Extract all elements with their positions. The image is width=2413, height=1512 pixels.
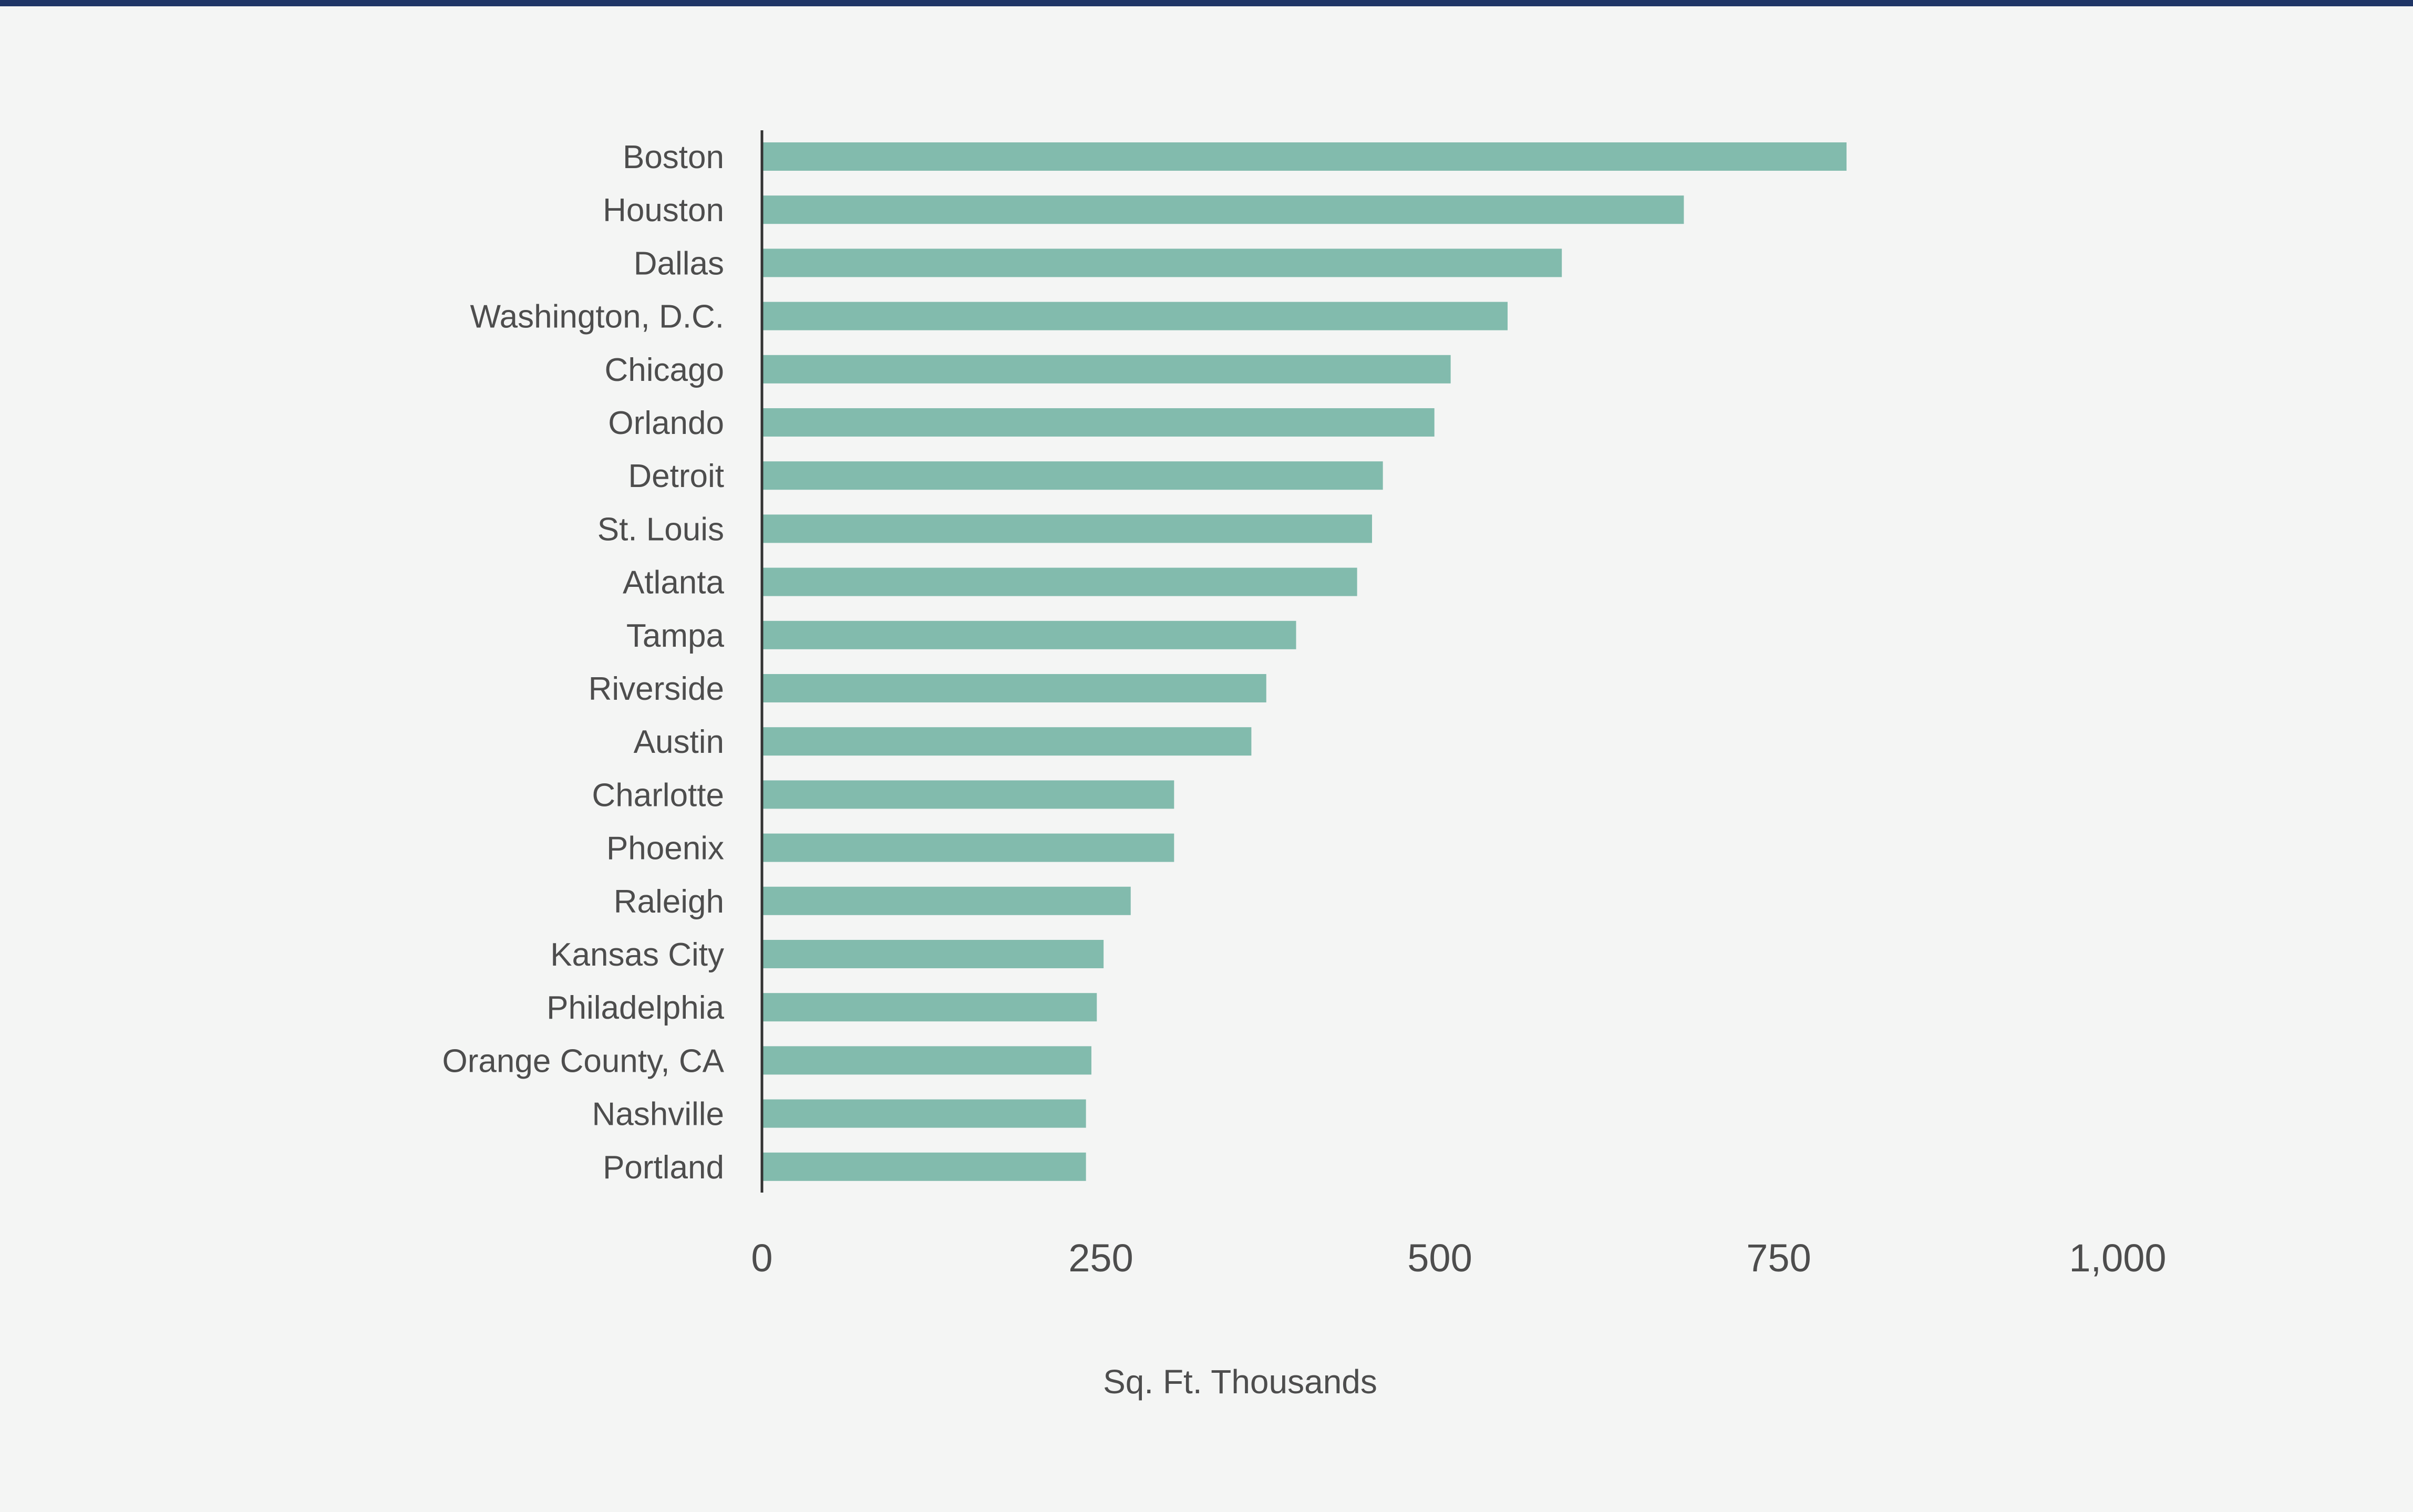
category-label: Austin (634, 724, 724, 760)
category-label: Riverside (589, 671, 724, 707)
bar-phoenix (762, 833, 1174, 862)
bar-boston (762, 142, 1847, 171)
category-label: Philadelphia (546, 990, 724, 1026)
x-tick-label: 1,000 (2069, 1236, 2166, 1280)
bar-detroit (762, 461, 1383, 490)
category-label: Detroit (628, 458, 724, 494)
bars-group (762, 142, 1847, 1181)
bar-austin (762, 727, 1252, 756)
category-label: Houston (603, 192, 724, 229)
x-tick-label: 250 (1068, 1236, 1133, 1280)
bar-houston (762, 195, 1684, 224)
bar-tampa (762, 620, 1296, 649)
category-label: Nashville (592, 1096, 724, 1133)
x-tick-label: 500 (1407, 1236, 1472, 1280)
category-label: Washington, D.C. (470, 299, 724, 335)
category-label: Phoenix (606, 831, 724, 867)
bar-st-louis (762, 514, 1372, 543)
bar-washington-d-c (762, 302, 1508, 330)
x-tick-label: 750 (1746, 1236, 1811, 1280)
bar-orlando (762, 408, 1435, 437)
category-label: Dallas (634, 245, 724, 282)
category-label: Tampa (626, 618, 725, 654)
category-label: Charlotte (592, 777, 724, 813)
x-axis-title: Sq. Ft. Thousands (1103, 1363, 1377, 1401)
category-label: Chicago (605, 352, 724, 388)
category-label: Portland (603, 1149, 724, 1186)
bar-kansas-city (762, 940, 1104, 968)
bar-portland (762, 1152, 1086, 1181)
bar-orange-county-ca (762, 1046, 1091, 1075)
bar-philadelphia (762, 993, 1097, 1022)
category-labels-group: Boston Houston Dallas Washington, D.C. Chica… (442, 139, 725, 1186)
bar-dallas (762, 248, 1562, 277)
category-label: Raleigh (614, 884, 724, 920)
bar-nashville (762, 1099, 1086, 1128)
bar-riverside (762, 674, 1266, 702)
x-tick-label: 0 (751, 1236, 772, 1280)
category-label: St. Louis (597, 511, 724, 547)
category-label: Atlanta (623, 565, 725, 601)
bar-charlotte (762, 780, 1174, 809)
x-tick-labels-group: 0 250 500 750 1,000 (751, 1236, 2166, 1280)
bar-atlanta (762, 567, 1357, 596)
category-label: Kansas City (550, 937, 724, 973)
top-rule (0, 0, 2413, 6)
bar-raleigh (762, 886, 1131, 915)
category-label: Orlando (608, 405, 724, 441)
category-label: Boston (623, 139, 724, 175)
bar-chicago (762, 355, 1451, 384)
category-label: Orange County, CA (442, 1043, 725, 1079)
